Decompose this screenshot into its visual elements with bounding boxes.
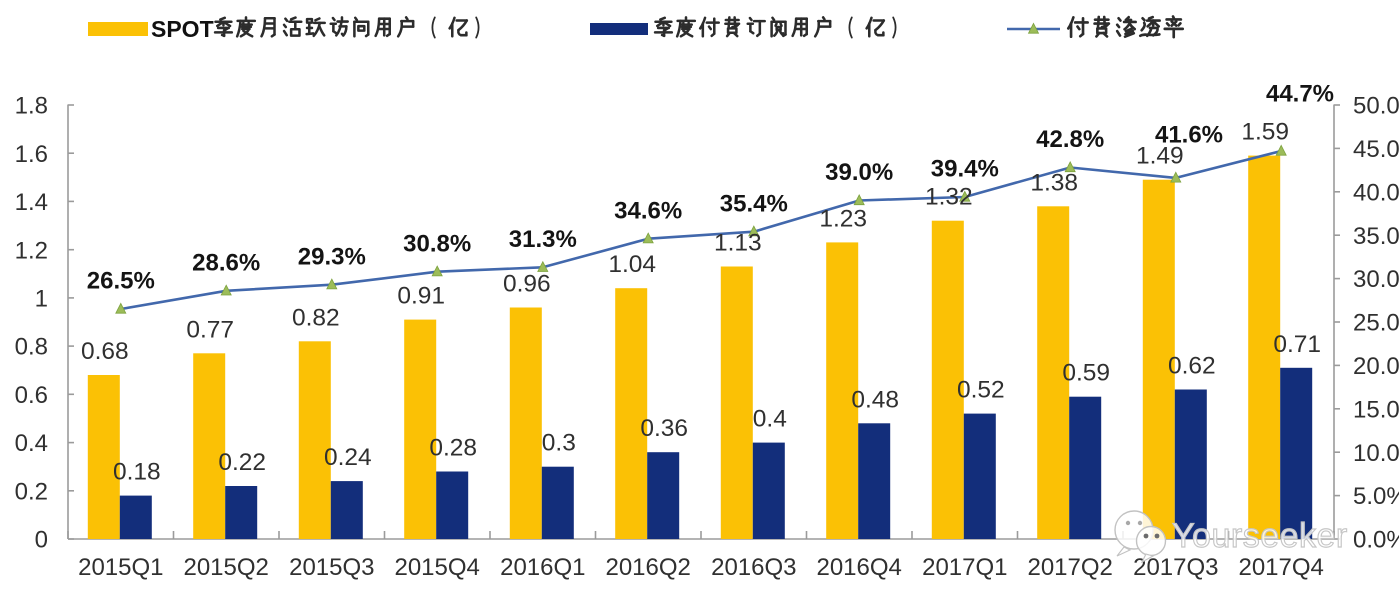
svg-text:5.0%: 5.0% [1353, 483, 1399, 510]
svg-text:42.8%: 42.8% [1036, 126, 1104, 153]
svg-text:2016Q4: 2016Q4 [816, 554, 901, 581]
svg-text:44.7%: 44.7% [1266, 81, 1334, 108]
svg-text:0.36: 0.36 [640, 415, 688, 442]
svg-text:Yourseeker: Yourseeker [1172, 517, 1348, 555]
svg-text:0.4: 0.4 [15, 430, 48, 457]
svg-text:15.0%: 15.0% [1353, 396, 1399, 423]
svg-text:0.82: 0.82 [292, 304, 340, 331]
svg-text:1.8: 1.8 [15, 93, 48, 120]
svg-text:25.0%: 25.0% [1353, 310, 1399, 337]
svg-text:1.2: 1.2 [15, 237, 48, 264]
svg-text:1.23: 1.23 [819, 205, 867, 232]
svg-text:39.0%: 39.0% [825, 159, 893, 186]
svg-text:34.6%: 34.6% [614, 197, 682, 224]
svg-text:0.6: 0.6 [15, 382, 48, 409]
svg-text:31.3%: 31.3% [509, 226, 577, 253]
svg-text:1.49: 1.49 [1136, 143, 1184, 170]
svg-text:1: 1 [35, 286, 48, 313]
svg-text:0.24: 0.24 [324, 444, 372, 471]
svg-text:30.0%: 30.0% [1353, 266, 1399, 293]
svg-text:1.59: 1.59 [1241, 119, 1289, 146]
svg-text:2016Q3: 2016Q3 [711, 554, 796, 581]
svg-text:0.0%: 0.0% [1353, 527, 1399, 554]
svg-text:10.0%: 10.0% [1353, 440, 1399, 467]
svg-text:35.4%: 35.4% [720, 190, 788, 217]
svg-text:0.28: 0.28 [429, 435, 477, 462]
svg-text:2015Q2: 2015Q2 [183, 554, 268, 581]
svg-text:SPOT: SPOT [151, 16, 214, 42]
svg-text:1.6: 1.6 [15, 141, 48, 168]
svg-text:30.8%: 30.8% [403, 230, 471, 257]
svg-text:45.0%: 45.0% [1353, 136, 1399, 163]
svg-text:2015Q4: 2015Q4 [394, 554, 479, 581]
svg-text:39.4%: 39.4% [931, 156, 999, 183]
svg-text:1.38: 1.38 [1030, 169, 1078, 196]
svg-text:2015Q1: 2015Q1 [78, 554, 163, 581]
svg-text:2017Q2: 2017Q2 [1027, 554, 1112, 581]
svg-text:0.96: 0.96 [503, 271, 551, 298]
svg-text:0: 0 [35, 527, 48, 554]
svg-text:1.32: 1.32 [925, 184, 973, 211]
svg-text:2017Q1: 2017Q1 [922, 554, 1007, 581]
svg-text:0.71: 0.71 [1273, 331, 1321, 358]
svg-text:0.4: 0.4 [753, 406, 787, 433]
svg-text:0.68: 0.68 [81, 338, 129, 365]
svg-text:0.3: 0.3 [542, 430, 576, 457]
svg-text:1.04: 1.04 [608, 251, 656, 278]
svg-text:2016Q1: 2016Q1 [500, 554, 585, 581]
svg-text:35.0%: 35.0% [1353, 223, 1399, 250]
svg-text:0.2: 0.2 [15, 478, 48, 505]
svg-text:0.8: 0.8 [15, 334, 48, 361]
svg-text:50.0%: 50.0% [1353, 93, 1399, 120]
svg-text:0.18: 0.18 [113, 459, 161, 486]
svg-text:0.77: 0.77 [186, 316, 234, 343]
svg-text:29.3%: 29.3% [298, 243, 366, 270]
svg-text:1.13: 1.13 [714, 230, 762, 257]
svg-text:0.22: 0.22 [218, 449, 266, 476]
svg-text:20.0%: 20.0% [1353, 353, 1399, 380]
svg-text:0.48: 0.48 [851, 386, 899, 413]
svg-text:0.52: 0.52 [957, 377, 1005, 404]
svg-text:41.6%: 41.6% [1155, 122, 1223, 149]
svg-text:2015Q3: 2015Q3 [289, 554, 374, 581]
svg-text:40.0%: 40.0% [1353, 179, 1399, 206]
svg-text:0.62: 0.62 [1168, 353, 1216, 380]
svg-text:1.4: 1.4 [15, 189, 48, 216]
svg-text:28.6%: 28.6% [192, 249, 260, 276]
svg-text:0.59: 0.59 [1062, 360, 1110, 387]
svg-text:0.91: 0.91 [397, 283, 445, 310]
svg-text:2017Q4: 2017Q4 [1238, 554, 1323, 581]
svg-text:2016Q2: 2016Q2 [605, 554, 690, 581]
svg-text:26.5%: 26.5% [87, 268, 155, 295]
